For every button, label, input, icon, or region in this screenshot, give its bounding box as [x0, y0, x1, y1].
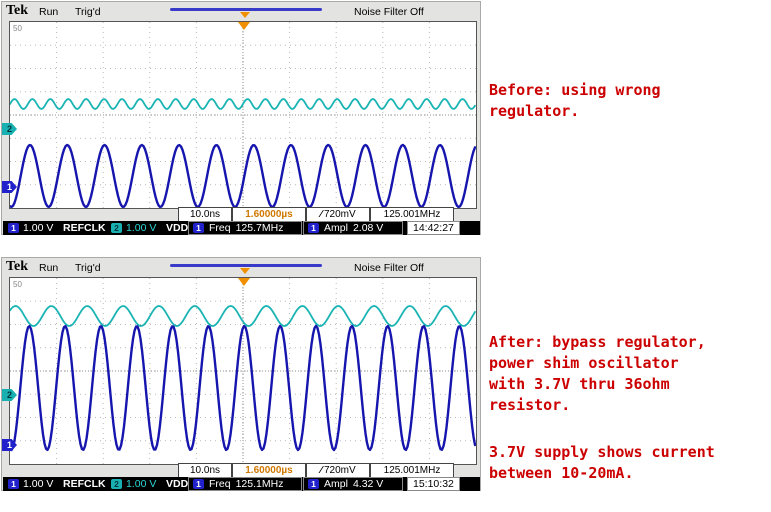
- tek-logo: Tek: [6, 259, 29, 274]
- timebase-readout: 10.0ns: [178, 207, 232, 222]
- ch2-scale: 1.00 V: [126, 478, 157, 490]
- ch2-ground-marker: 2: [2, 389, 17, 401]
- meas-name: Ampl: [324, 478, 348, 490]
- meas-channel-badge: 1: [193, 479, 204, 489]
- meas-value: 125.7MHz: [235, 222, 284, 234]
- trigger-level-readout: ∕ 720mV: [306, 463, 370, 478]
- tek-logo: Tek: [6, 3, 29, 18]
- measurement-freq: 1 Freq 125.7MHz: [188, 221, 302, 235]
- ch1-ground-marker: 1: [2, 439, 17, 451]
- ch1-label: REFCLK: [63, 222, 106, 234]
- ch2-scale: 1.00 V: [126, 222, 157, 234]
- ch1-scale: 1.00 V: [23, 478, 54, 490]
- ch2-vdd-trace: [10, 305, 476, 327]
- ch2-badge: 2: [111, 223, 122, 233]
- ch1-refclk-trace: [10, 324, 476, 452]
- ch1-badge: 1: [8, 223, 19, 233]
- ch1-scale: 1.00 V: [23, 222, 54, 234]
- record-position-bar: [170, 264, 322, 267]
- graticule-svg: [10, 22, 476, 208]
- ch1-refclk-trace: [10, 143, 476, 208]
- clock-readout: 14:42:27: [407, 221, 460, 235]
- measurement-ampl: 1 Ampl 4.32 V: [303, 477, 403, 491]
- status-bar: 1 1.00 V REFCLK 2 1.00 V VDD 1 Freq 125.…: [3, 221, 480, 235]
- corner-label: 50: [13, 280, 22, 289]
- trigger-freq-readout: 125.001MHz: [370, 207, 454, 222]
- meas-value: 125.1MHz: [235, 478, 284, 490]
- trigger-status: Trig'd: [75, 262, 101, 274]
- annotation-after-note: 3.7V supply shows current between 10-20m…: [489, 443, 715, 482]
- meas-name: Freq: [209, 222, 231, 234]
- corner-label: 50: [13, 24, 22, 33]
- trigger-position-marker-icon: [238, 22, 250, 30]
- ch2-badge: 2: [111, 479, 122, 489]
- graticule: 50: [9, 21, 477, 209]
- meas-value: 2.08 V: [352, 222, 384, 234]
- status-bar: 1 1.00 V REFCLK 2 1.00 V VDD 1 Freq 125.…: [3, 477, 480, 491]
- graticule: 50: [9, 277, 477, 465]
- trigger-position-marker-icon: [238, 278, 250, 286]
- annotation-after: After: bypass regulator, power shim osci…: [489, 333, 706, 414]
- scope-capture-before: Tek Run Trig'd Noise Filter Off 50 2 1 1…: [1, 1, 481, 235]
- trigger-freq-readout: 125.001MHz: [370, 463, 454, 478]
- ch2-ground-marker: 2: [2, 123, 17, 135]
- clock-readout: 15:10:32: [407, 477, 460, 491]
- ch1-badge: 1: [8, 479, 19, 489]
- graticule-svg: [10, 278, 476, 464]
- delay-readout: 1.60000µs: [232, 463, 306, 478]
- trigger-level-value: 720mV: [323, 209, 356, 220]
- measurement-ampl: 1 Ampl 2.08 V: [303, 221, 403, 235]
- noise-filter-status: Noise Filter Off: [354, 262, 424, 274]
- record-position-bar: [170, 8, 322, 11]
- trigger-slope-icon: ∕: [320, 465, 322, 476]
- meas-channel-badge: 1: [193, 223, 204, 233]
- acq-status: Run: [39, 262, 59, 274]
- scope-capture-after: Tek Run Trig'd Noise Filter Off 50 2 1 1…: [1, 257, 481, 491]
- ch2-label: VDD: [166, 478, 189, 490]
- trigger-level-value: 720mV: [323, 465, 356, 476]
- trigger-level-readout: ∕ 720mV: [306, 207, 370, 222]
- meas-name: Ampl: [324, 222, 348, 234]
- delay-readout: 1.60000µs: [232, 207, 306, 222]
- meas-channel-badge: 1: [308, 479, 319, 489]
- measurement-freq: 1 Freq 125.1MHz: [188, 477, 302, 491]
- meas-value: 4.32 V: [352, 478, 384, 490]
- meas-name: Freq: [209, 478, 231, 490]
- ch1-label: REFCLK: [63, 478, 106, 490]
- record-position-marker: [240, 12, 250, 18]
- record-position-marker: [240, 268, 250, 274]
- ch2-vdd-trace: [10, 98, 476, 110]
- trigger-slope-icon: ∕: [320, 209, 322, 220]
- ch1-ground-marker: 1: [2, 181, 17, 193]
- trigger-status: Trig'd: [75, 6, 101, 18]
- ch2-label: VDD: [166, 222, 189, 234]
- noise-filter-status: Noise Filter Off: [354, 6, 424, 18]
- timebase-readout: 10.0ns: [178, 463, 232, 478]
- annotation-before: Before: using wrong regulator.: [489, 81, 661, 120]
- meas-channel-badge: 1: [308, 223, 319, 233]
- acq-status: Run: [39, 6, 59, 18]
